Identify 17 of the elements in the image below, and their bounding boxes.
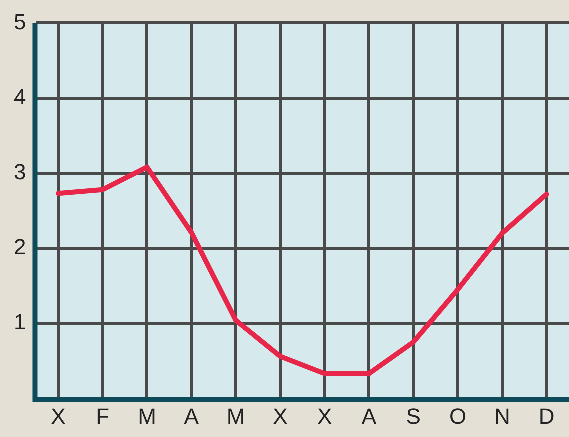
- x-tick-label: M: [226, 404, 246, 429]
- x-tick-label: O: [449, 404, 467, 429]
- x-tick-label: S: [406, 404, 421, 429]
- x-tick-label: X: [51, 404, 66, 429]
- x-tick-label: M: [138, 404, 156, 429]
- x-tick-label: A: [184, 404, 200, 429]
- y-tick-label: 4: [14, 84, 26, 110]
- y-tick-label: 3: [14, 159, 26, 184]
- x-tick-label: X: [273, 404, 288, 429]
- y-tick-label: 2: [14, 234, 26, 260]
- x-tick-label: A: [362, 404, 377, 429]
- x-tick-label: X: [317, 404, 332, 429]
- y-tick-label: 1: [14, 310, 26, 335]
- x-tick-label: N: [494, 404, 510, 429]
- x-tick-label: D: [538, 404, 555, 429]
- y-tick-label: 5: [14, 9, 26, 34]
- x-tick-label: F: [96, 404, 110, 429]
